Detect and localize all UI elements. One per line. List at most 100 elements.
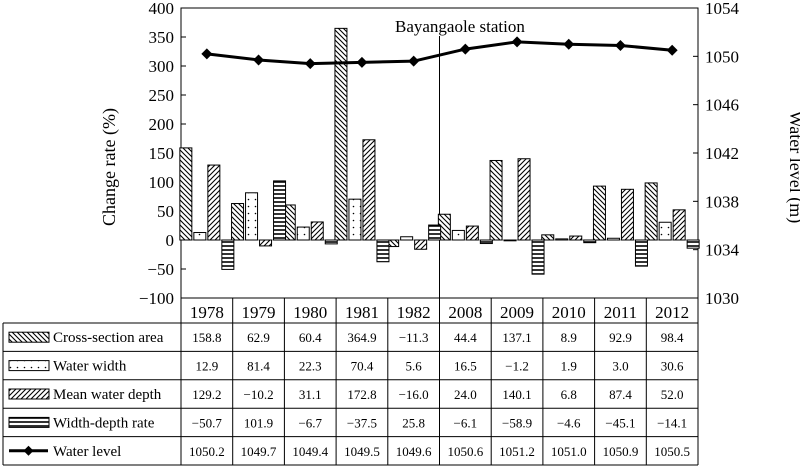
table-cell: 1049.7 <box>241 444 277 459</box>
bar <box>686 239 700 249</box>
bar <box>517 158 531 241</box>
table-cell: −16.0 <box>399 387 429 402</box>
table-cell: 44.4 <box>454 330 477 345</box>
table-cell: 5.6 <box>406 359 423 374</box>
table-cell: −6.7 <box>298 415 322 430</box>
y-right-tick-label: 1050 <box>705 47 739 66</box>
category-label: 2012 <box>655 303 689 322</box>
table-cell: 1.9 <box>561 359 577 374</box>
water-level-point <box>356 56 368 68</box>
table-cell: 1049.6 <box>396 444 432 459</box>
y-left-tick-label: 200 <box>149 115 175 134</box>
water-level-line <box>206 40 673 66</box>
bar <box>296 226 310 241</box>
bar <box>376 239 390 263</box>
bar <box>428 224 442 241</box>
bar <box>451 229 465 241</box>
bar <box>541 234 555 241</box>
bar <box>658 221 672 241</box>
table-cell: 12.9 <box>195 359 218 374</box>
table-cell: 31.1 <box>299 387 322 402</box>
table-cell: −37.5 <box>347 415 377 430</box>
table-cell: 70.4 <box>351 359 374 374</box>
bar <box>193 232 207 241</box>
table-cell: 101.9 <box>244 415 273 430</box>
table-cell: 8.9 <box>561 330 577 345</box>
table-cell: 1049.4 <box>292 444 328 459</box>
bar <box>324 239 338 245</box>
bar <box>259 239 273 247</box>
bar <box>479 239 493 245</box>
legend-swatch <box>8 360 50 372</box>
bar <box>245 192 259 241</box>
water-level-point <box>666 44 678 56</box>
table-cell: 3.0 <box>612 359 628 374</box>
water-level-point <box>201 48 213 60</box>
bar <box>592 185 606 241</box>
table-cell: 1050.2 <box>189 444 225 459</box>
bar <box>606 237 620 241</box>
annotation-label: Bayangaole station <box>395 17 525 36</box>
table-cell: −45.1 <box>605 415 635 430</box>
category-label: 2011 <box>604 303 637 322</box>
y-left-tick-label: 300 <box>149 57 175 76</box>
series-name: Cross-section area <box>53 330 164 346</box>
table-cell: 22.3 <box>299 359 322 374</box>
table-cell: 140.1 <box>502 387 531 402</box>
bar <box>644 182 658 241</box>
table-cell: 24.0 <box>454 387 477 402</box>
y-left-tick-label: 250 <box>149 86 175 105</box>
bar <box>414 239 428 250</box>
table-cell: 137.1 <box>502 330 531 345</box>
water-level-point <box>614 39 626 51</box>
table-cell: 1050.5 <box>654 444 690 459</box>
y-left-tick-label: −100 <box>139 289 174 308</box>
series-name: Mean water depth <box>53 387 162 403</box>
category-label: 1979 <box>242 303 276 322</box>
y-left-tick-label: 150 <box>149 144 175 163</box>
table-cell: 81.4 <box>247 359 270 374</box>
y-left-tick-label: 350 <box>149 28 175 47</box>
category-label: 1978 <box>190 303 224 322</box>
y-right-tick-label: 1042 <box>705 144 739 163</box>
table-cell: 60.4 <box>299 330 322 345</box>
data-table: 1978 1979 1980 1981 1982 2008 2009 2010 2011 2012… <box>2 298 699 466</box>
y-right-tick-label: 1030 <box>705 289 739 308</box>
table-cell: 6.8 <box>561 387 577 402</box>
bar <box>569 235 583 241</box>
bar <box>334 27 348 241</box>
series-name: Water level <box>53 444 121 460</box>
table-cell: −10.2 <box>244 387 274 402</box>
y-right-tick-label: 1054 <box>705 0 740 18</box>
table-cell: −1.2 <box>505 359 529 374</box>
table-cell: 62.9 <box>247 330 270 345</box>
bar <box>310 221 324 241</box>
bar <box>362 139 376 241</box>
legend-swatch <box>8 331 50 343</box>
table-cell: 1050.6 <box>447 444 483 459</box>
category-label: 2008 <box>448 303 482 322</box>
table-cell: 172.8 <box>347 387 376 402</box>
bar <box>672 209 686 241</box>
table-cell: 158.8 <box>192 330 221 345</box>
bar <box>465 225 479 241</box>
y-left-tick-label: 0 <box>166 231 175 250</box>
table-cell: 1049.5 <box>344 444 380 459</box>
bar <box>503 239 517 242</box>
y-left-tick-label: 400 <box>149 0 175 18</box>
table-cell: 52.0 <box>661 387 684 402</box>
table-cell: 16.5 <box>454 359 477 374</box>
y-axis-left-title: Change rate (%) <box>99 108 120 226</box>
legend-diamond-swatch <box>23 445 34 456</box>
plot-area: 400 350 300 250 200 150 100 50 0 −50 −100 1054 1050 1… <box>139 0 740 308</box>
y-left-tick-label: 50 <box>157 202 174 221</box>
table-cell: 30.6 <box>661 359 684 374</box>
bar <box>489 159 503 241</box>
table-cell: −11.3 <box>399 330 429 345</box>
water-level-point <box>408 55 420 67</box>
category-label: 2010 <box>552 303 586 322</box>
table-cell: 129.2 <box>192 387 221 402</box>
legend-swatch <box>8 416 50 428</box>
bar <box>179 147 193 241</box>
